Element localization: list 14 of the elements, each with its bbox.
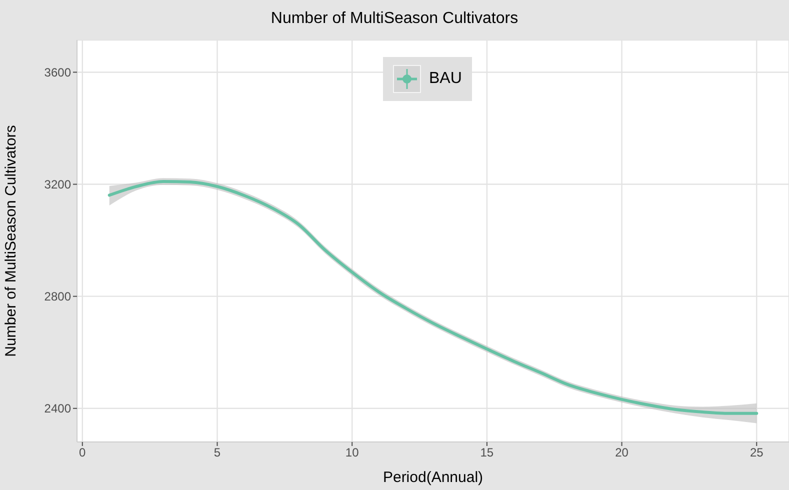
x-tick-label: 5 <box>214 446 221 460</box>
y-tick-label: 3600 <box>44 65 72 80</box>
x-tick-label: 25 <box>750 446 764 460</box>
x-axis-title: Period(Annual) <box>382 469 484 486</box>
x-tick-label: 0 <box>79 446 86 460</box>
y-tick-label: 3200 <box>44 178 72 192</box>
y-axis-title: Number of MultiSeason Cultivators <box>2 125 20 357</box>
x-tick-label: 20 <box>615 446 629 460</box>
y-tick-label: 2400 <box>44 402 72 416</box>
chart-title: Number of MultiSeason Cultivators <box>270 10 520 28</box>
y-tick-label: 2800 <box>44 290 72 304</box>
x-tick-label: 10 <box>345 446 360 460</box>
x-tick-label: 15 <box>480 446 494 460</box>
legend-label: BAU <box>429 70 462 88</box>
